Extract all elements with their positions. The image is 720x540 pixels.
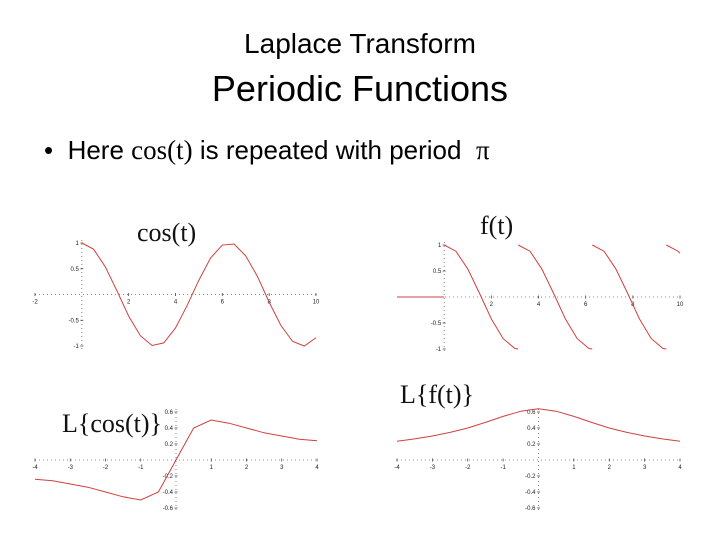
x-tick-label: 6 — [221, 300, 225, 306]
x-tick-label: 3 — [643, 465, 647, 471]
y-tick-label: 0.6 — [165, 410, 174, 416]
y-tick-label: 1 — [75, 241, 79, 247]
math: π — [475, 135, 490, 165]
x-tick-label: -3 — [68, 465, 74, 471]
title: Periodic Functions — [211, 68, 509, 109]
x-tick-label: -2 — [32, 300, 38, 306]
x-tick-label: -3 — [430, 465, 436, 471]
x-tick-label: -2 — [465, 465, 471, 471]
y-tick-label: -0.4 — [525, 490, 536, 496]
math: cos(t) — [131, 135, 193, 165]
y-tick-label: 0.5 — [70, 267, 79, 273]
y-tick-label: 0.2 — [527, 442, 536, 448]
x-tick-label: -1 — [500, 465, 506, 471]
chart-title: L{f(t)} — [400, 380, 474, 409]
x-tick-label: 6 — [584, 302, 588, 308]
line — [397, 244, 681, 350]
x-tick-label: 2 — [608, 465, 612, 471]
x-tick-label: 2 — [490, 302, 494, 308]
x-tick-label: 3 — [280, 465, 284, 471]
bullet-mark: • — [44, 135, 54, 165]
y-tick-label: 0.2 — [165, 442, 174, 448]
y-tick-label: -0.6 — [525, 506, 536, 512]
y-tick-label: -1 — [73, 344, 79, 350]
chart-title: cos(t) — [137, 218, 196, 247]
y-tick-label: 0.5 — [433, 269, 442, 275]
x-tick-label: 1 — [572, 465, 576, 471]
line — [396, 408, 681, 442]
x-tick-label: 4 — [315, 465, 319, 471]
x-tick-label: -4 — [394, 465, 400, 471]
text: Here — [67, 135, 124, 165]
y-tick-label: -0.5 — [431, 321, 442, 327]
y-tick-label: 0.4 — [527, 426, 536, 432]
x-tick-label: 10 — [677, 302, 684, 308]
supertitle: Laplace Transform — [244, 28, 476, 59]
x-tick-label: 2 — [245, 465, 249, 471]
x-tick-label: 2 — [127, 300, 131, 306]
x-tick-label: -2 — [103, 465, 109, 471]
y-tick-label: 1 — [438, 243, 442, 249]
chart-title: L{cos(t)} — [62, 409, 162, 438]
x-tick-label: 1 — [210, 465, 214, 471]
y-tick-label: -0.2 — [163, 474, 174, 480]
y-tick-label: -0.2 — [525, 474, 536, 480]
x-tick-label: -4 — [32, 465, 38, 471]
line — [34, 419, 318, 501]
y-tick-label: 0.6 — [527, 410, 536, 416]
bullet: • Here cos(t) is repeated with period π — [44, 135, 490, 166]
x-tick-label: 4 — [678, 465, 682, 471]
x-tick-label: 4 — [537, 302, 541, 308]
x-tick-label: 4 — [174, 300, 178, 306]
y-tick-label: 0.4 — [165, 426, 174, 432]
text: is repeated with period — [199, 135, 462, 165]
chart-title: f(t) — [480, 211, 513, 240]
x-tick-label: -1 — [138, 465, 144, 471]
y-tick-label: -0.4 — [163, 490, 174, 496]
y-tick-label: -0.6 — [163, 506, 174, 512]
line — [81, 242, 317, 347]
y-tick-label: -0.5 — [68, 318, 79, 324]
y-tick-label: -1 — [436, 347, 442, 353]
x-tick-label: 10 — [313, 300, 320, 306]
